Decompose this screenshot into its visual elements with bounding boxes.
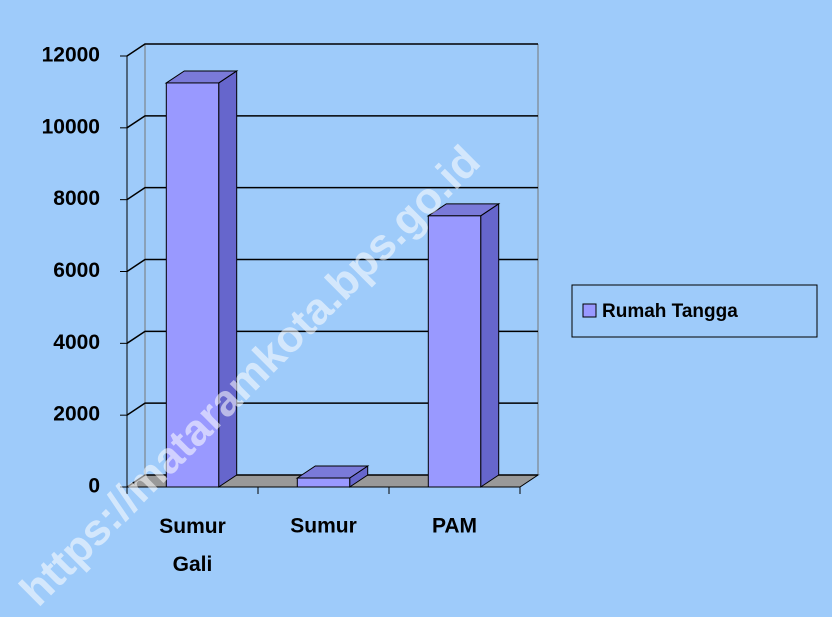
bar-side [480, 202, 500, 488]
bar [295, 465, 370, 488]
grid-line [126, 330, 538, 344]
y-tick-label: 4000 [53, 331, 100, 354]
bar [164, 70, 239, 488]
grid-line [126, 186, 538, 201]
grid-line [126, 474, 538, 488]
legend-label: Rumah Tangga [602, 301, 738, 322]
y-tick-label: 2000 [53, 403, 100, 426]
bar-front [165, 82, 220, 488]
grid-line [126, 43, 538, 57]
grid-line [126, 258, 538, 273]
y-tick-label: 8000 [53, 187, 100, 210]
y-tick-label: 0 [88, 475, 100, 498]
y-tick-label: 12000 [42, 44, 100, 67]
bar [426, 202, 501, 488]
y-tick-label: 10000 [42, 115, 100, 138]
legend-box [571, 284, 818, 338]
grid-line [126, 402, 538, 416]
x-tick-label: Sumur Gali [159, 515, 226, 576]
x-tick-label: Sumur [290, 515, 357, 538]
bar-front [296, 477, 351, 488]
x-tick-label: PAM [432, 515, 477, 538]
y-tick-label: 6000 [53, 259, 100, 282]
grid-line [126, 115, 538, 129]
legend-swatch [582, 303, 597, 318]
bar-front [427, 215, 482, 488]
